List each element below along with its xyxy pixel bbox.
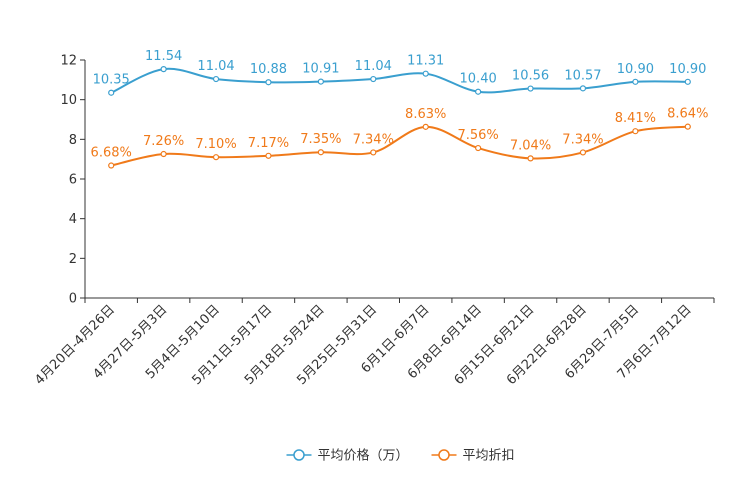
data-label: 11.31 <box>407 54 444 69</box>
data-label: 7.26% <box>143 134 184 149</box>
data-point[interactable] <box>632 78 639 85</box>
y-tick-label: 12 <box>60 54 77 69</box>
y-tick-label: 10 <box>60 93 77 108</box>
data-label: 11.04 <box>197 59 234 74</box>
legend-label: 平均折扣 <box>463 449 515 464</box>
data-label: 11.04 <box>355 59 392 74</box>
series-layer: 10.35 11.54 11.04 10.88 10.91 11.04 11.31 10.40… <box>91 49 708 169</box>
data-label: 10.40 <box>460 72 497 87</box>
data-point[interactable] <box>475 88 482 95</box>
series-line <box>110 125 688 167</box>
data-point[interactable] <box>632 128 639 135</box>
data-label: 7.04% <box>510 138 551 153</box>
y-tick-label: 0 <box>69 292 77 307</box>
data-label: 7.56% <box>457 128 498 143</box>
y-tick-label: 2 <box>69 252 77 267</box>
data-point[interactable] <box>160 66 167 73</box>
data-label: 7.34% <box>562 132 603 147</box>
data-label: 7.17% <box>248 136 289 151</box>
legend-marker-icon <box>438 449 450 461</box>
data-label: 7.34% <box>353 132 394 147</box>
data-label: 8.64% <box>667 107 708 122</box>
legend-item-2[interactable]: 平均折扣 <box>431 449 515 464</box>
series-line <box>110 67 688 94</box>
data-label: 10.91 <box>302 62 339 77</box>
data-point[interactable] <box>265 79 272 86</box>
data-point[interactable] <box>212 154 220 161</box>
legend-item-1[interactable]: 平均价格（万） <box>286 448 409 464</box>
y-tick-label: 6 <box>69 173 77 188</box>
data-label: 8.63% <box>405 107 446 122</box>
data-point[interactable] <box>108 162 115 169</box>
axes: 0246810124月20日-4月26日4月27日-5月3日5月4日-5月10日… <box>32 54 715 388</box>
data-label: 10.88 <box>250 62 287 77</box>
data-point[interactable] <box>422 123 429 130</box>
data-point[interactable] <box>370 75 377 83</box>
data-point[interactable] <box>527 85 534 92</box>
data-label: 7.35% <box>300 132 341 147</box>
data-point[interactable] <box>579 85 587 92</box>
data-point[interactable] <box>317 149 324 156</box>
data-label: 11.54 <box>145 49 182 64</box>
data-point[interactable] <box>160 150 167 158</box>
data-label: 10.56 <box>512 69 549 84</box>
data-point[interactable] <box>475 144 482 152</box>
data-label: 8.41% <box>615 111 656 126</box>
data-label: 10.57 <box>564 68 601 83</box>
legend[interactable]: 平均价格（万） 平均折扣 <box>286 448 515 464</box>
data-label: 7.10% <box>195 137 236 152</box>
data-label: 10.90 <box>669 62 706 77</box>
y-tick-label: 4 <box>69 212 77 227</box>
y-tick-label: 8 <box>69 133 77 148</box>
series-2: 6.68% 7.26% 7.10% 7.17% 7.35% 7.34% 8.63% 7.56%… <box>91 107 708 169</box>
data-label: 10.35 <box>93 73 130 88</box>
legend-marker-icon <box>293 449 305 461</box>
data-label: 10.90 <box>617 62 654 77</box>
data-point[interactable] <box>684 78 691 85</box>
data-point[interactable] <box>422 70 429 77</box>
data-point[interactable] <box>527 155 534 162</box>
data-point[interactable] <box>108 89 115 96</box>
data-point[interactable] <box>317 78 324 85</box>
data-point[interactable] <box>212 75 220 83</box>
data-label: 6.68% <box>91 146 132 161</box>
data-point[interactable] <box>370 149 377 156</box>
series-1: 10.35 11.54 11.04 10.88 10.91 11.04 11.31 10.40… <box>93 49 706 96</box>
data-point[interactable] <box>265 152 272 159</box>
data-point[interactable] <box>684 123 691 130</box>
data-point[interactable] <box>579 149 587 156</box>
legend-label: 平均价格（万） <box>318 448 409 464</box>
